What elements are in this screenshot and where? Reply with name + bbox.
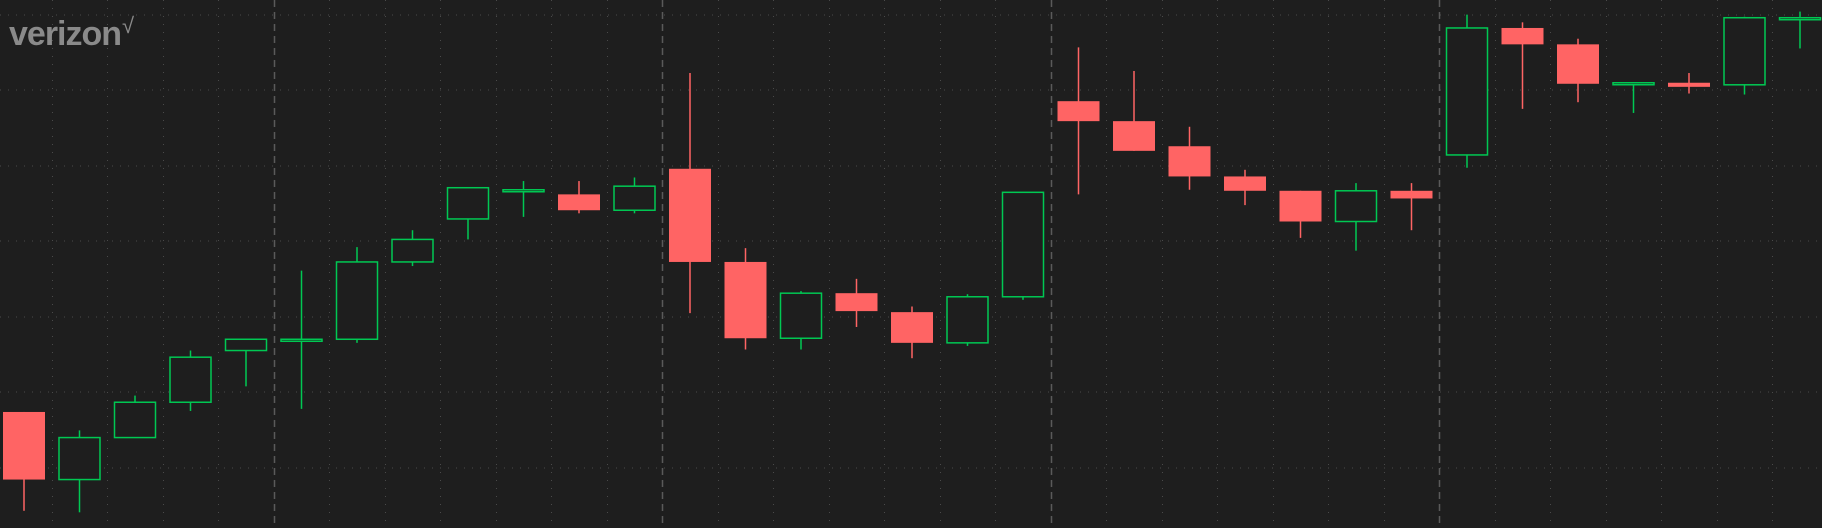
candle-body-down bbox=[1168, 146, 1211, 177]
candle-body-up bbox=[1334, 190, 1378, 223]
candle-body-up bbox=[779, 292, 823, 339]
candle-body-up bbox=[58, 436, 101, 481]
candle-body-down bbox=[1501, 27, 1544, 45]
candle-body-down bbox=[1113, 121, 1155, 151]
candle-body-down bbox=[1390, 190, 1433, 199]
logo-text: verizon bbox=[9, 15, 122, 53]
candle-body-down bbox=[3, 411, 45, 480]
candle-body-up bbox=[446, 186, 490, 220]
candle-body-up bbox=[280, 338, 323, 343]
candle-body-down bbox=[724, 261, 767, 339]
candle-body-up bbox=[1001, 191, 1045, 298]
candle-body-up bbox=[946, 296, 989, 344]
candle-body-up bbox=[113, 401, 157, 439]
candle-body-down bbox=[1057, 101, 1100, 122]
candle-body-up bbox=[224, 338, 268, 352]
candle-body-up bbox=[613, 185, 656, 211]
candle-body-up bbox=[1723, 16, 1766, 86]
candle-body-down bbox=[835, 293, 878, 312]
candle-body-down bbox=[1557, 44, 1599, 84]
candle-body-up bbox=[1778, 16, 1822, 21]
candle-body-up bbox=[335, 261, 379, 341]
candle-body-down bbox=[1668, 82, 1710, 87]
candle-body-up bbox=[169, 356, 212, 403]
candle-body-down bbox=[558, 194, 600, 211]
candle-body-down bbox=[669, 168, 711, 262]
candle-body-down bbox=[891, 312, 933, 343]
candle-body-up bbox=[391, 238, 434, 263]
logo-check-mark: √ bbox=[122, 13, 134, 38]
candle-body-up bbox=[1445, 27, 1489, 156]
verizon-logo: verizon√ bbox=[9, 13, 134, 54]
candle-body-down bbox=[1279, 190, 1322, 222]
candle-body-down bbox=[1224, 176, 1266, 191]
candle-body-up bbox=[1612, 82, 1655, 86]
candle-body-up bbox=[502, 189, 545, 193]
